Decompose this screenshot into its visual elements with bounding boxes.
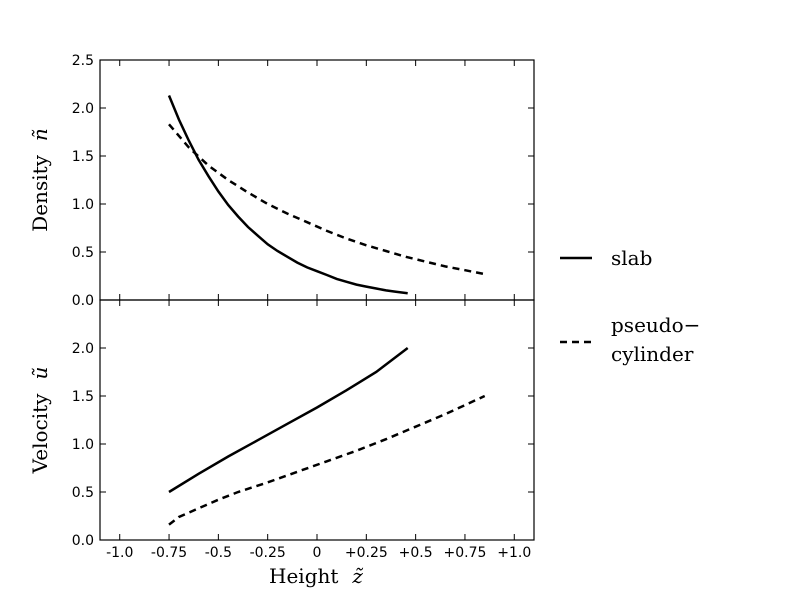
x-tick-label: +0.5 — [399, 545, 433, 561]
x-tick-label: -0.5 — [205, 545, 232, 561]
legend-label-pseudo-cylinder: pseudo− — [611, 313, 700, 337]
density-ytick-label: 2.0 — [72, 101, 94, 117]
density-axis-label: Densityñ — [28, 128, 52, 232]
velocity-ytick-label: 0.0 — [72, 533, 94, 549]
x-tick-label: -0.25 — [250, 545, 286, 561]
velocity-plot-frame — [99, 299, 535, 541]
velocity-ytick-label: 1.0 — [72, 437, 94, 453]
x-tick-label: +0.25 — [345, 545, 388, 561]
x-axis-label: Height z̃ — [269, 564, 364, 588]
x-tick-label: -1.0 — [106, 545, 133, 561]
x-tick-label: -0.75 — [151, 545, 187, 561]
density-series-slab — [167, 95, 408, 295]
density-ytick-label: 2.5 — [72, 53, 94, 69]
velocity-series-slab — [168, 347, 409, 494]
velocity-ytick-label: 2.0 — [72, 341, 94, 357]
velocity-ytick-label: 0.5 — [72, 485, 94, 501]
x-tick-label: 0 — [313, 545, 322, 561]
legend-label-slab: slab — [611, 246, 652, 270]
density-ytick-label: 1.5 — [72, 149, 94, 165]
density-ytick-label: 0.0 — [72, 293, 94, 309]
x-tick-label: +0.75 — [444, 545, 487, 561]
legend-label-pseudo-cylinder-line2: cylinder — [611, 342, 694, 366]
density-ytick-label: 1.0 — [72, 197, 94, 213]
density-panel: 0.0 0.5 1.0 1.5 2.0 2.5 — [72, 53, 535, 309]
velocity-series-pseudo-cylinder — [168, 394, 486, 526]
density-series-pseudo-cylinder — [168, 123, 485, 276]
density-ytick-label: 0.5 — [72, 245, 94, 261]
density-plot-frame — [99, 59, 535, 301]
velocity-ytick-label: 1.5 — [72, 389, 94, 405]
velocity-panel: 0.0 0.5 1.0 1.5 2.0 -1.0 -0.75 -0.5 -0.25 0 +0.25 +… — [72, 299, 535, 561]
legend: slab pseudo− cylinder — [560, 246, 700, 366]
velocity-axis-label: Velocityũ — [28, 367, 52, 475]
x-tick-label: +1.0 — [497, 545, 531, 561]
